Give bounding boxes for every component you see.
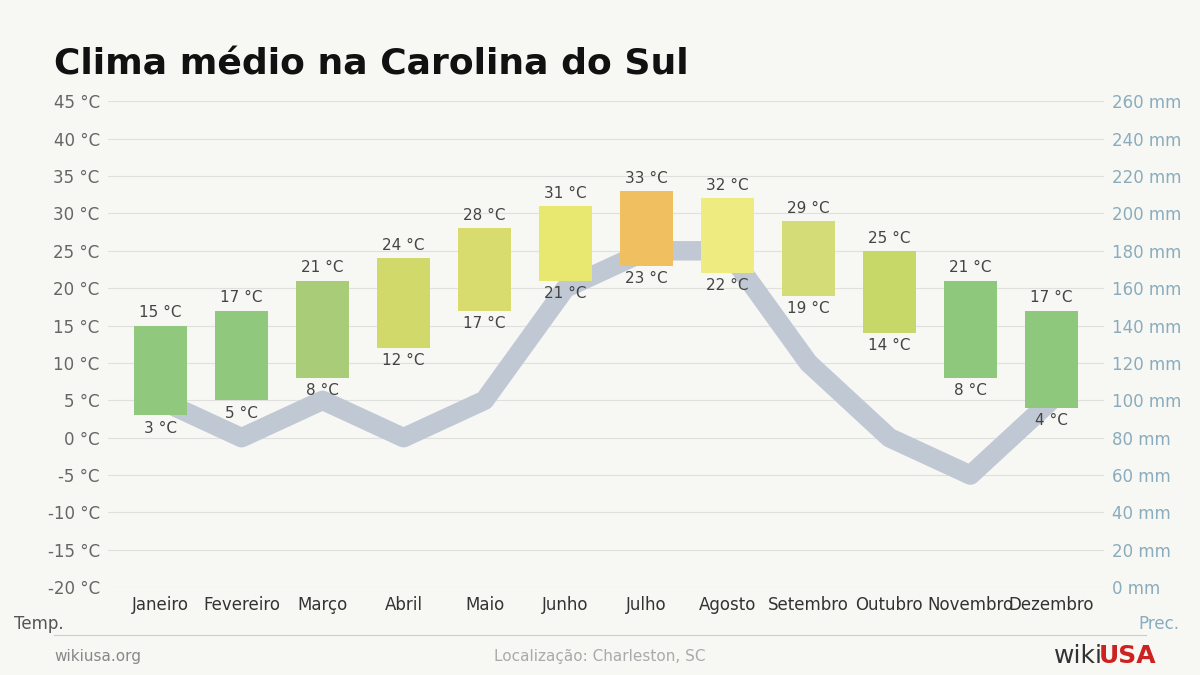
- Bar: [944, 281, 997, 378]
- Text: 21 °C: 21 °C: [949, 261, 991, 275]
- Bar: [701, 198, 754, 273]
- Text: 5 °C: 5 °C: [226, 406, 258, 421]
- Text: 3 °C: 3 °C: [144, 421, 178, 435]
- Text: 8 °C: 8 °C: [306, 383, 340, 398]
- Text: 24 °C: 24 °C: [383, 238, 425, 253]
- Text: 22 °C: 22 °C: [707, 279, 749, 294]
- Bar: [458, 228, 511, 310]
- Text: wiki: wiki: [1054, 644, 1103, 668]
- Bar: [1025, 310, 1078, 408]
- Text: 21 °C: 21 °C: [545, 286, 587, 301]
- Text: 32 °C: 32 °C: [706, 178, 749, 193]
- Bar: [296, 281, 349, 378]
- Bar: [134, 325, 187, 415]
- Text: 8 °C: 8 °C: [954, 383, 986, 398]
- Text: Temp.: Temp.: [13, 616, 64, 633]
- Text: 17 °C: 17 °C: [1030, 290, 1073, 305]
- Text: 15 °C: 15 °C: [139, 305, 182, 321]
- Bar: [215, 310, 268, 400]
- Text: 4 °C: 4 °C: [1034, 413, 1068, 428]
- Text: Prec.: Prec.: [1139, 616, 1180, 633]
- Text: 17 °C: 17 °C: [221, 290, 263, 305]
- Text: 29 °C: 29 °C: [787, 200, 829, 215]
- Bar: [620, 191, 673, 266]
- Text: 28 °C: 28 °C: [463, 208, 505, 223]
- Text: 23 °C: 23 °C: [625, 271, 668, 286]
- Text: USA: USA: [1099, 644, 1157, 668]
- Bar: [377, 259, 430, 348]
- Text: Localização: Charleston, SC: Localização: Charleston, SC: [494, 649, 706, 664]
- Text: wikiusa.org: wikiusa.org: [54, 649, 142, 664]
- Text: 17 °C: 17 °C: [463, 316, 505, 331]
- Bar: [863, 251, 916, 333]
- Bar: [782, 221, 835, 296]
- Text: 19 °C: 19 °C: [787, 301, 829, 316]
- Text: 12 °C: 12 °C: [383, 353, 425, 369]
- Text: 33 °C: 33 °C: [625, 171, 668, 186]
- Text: Clima médio na Carolina do Sul: Clima médio na Carolina do Sul: [54, 47, 689, 81]
- Text: 31 °C: 31 °C: [544, 186, 587, 200]
- Text: 25 °C: 25 °C: [868, 231, 911, 246]
- Text: 14 °C: 14 °C: [868, 338, 911, 353]
- Text: 21 °C: 21 °C: [301, 261, 344, 275]
- Bar: [539, 206, 592, 281]
